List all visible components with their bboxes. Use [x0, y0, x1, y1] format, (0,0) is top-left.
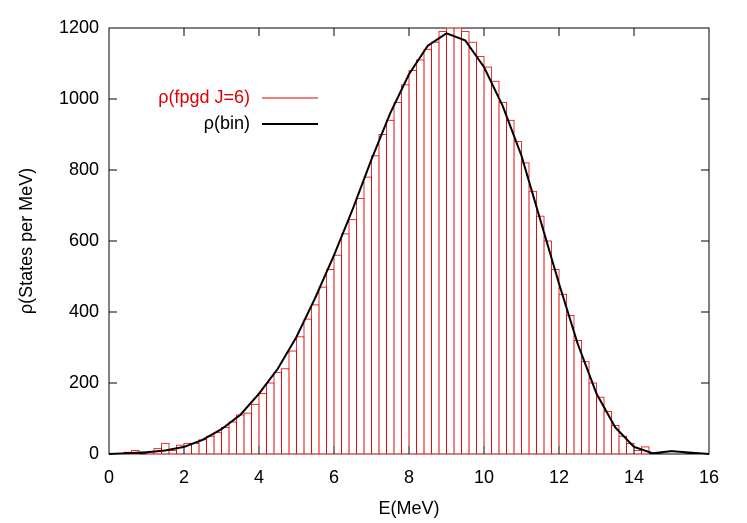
histogram-bar	[408, 70, 417, 455]
histogram-bar	[341, 233, 350, 455]
histogram-bar	[371, 155, 380, 455]
histogram-bar	[513, 141, 522, 455]
histogram-bar	[318, 286, 327, 455]
legend-label: ρ(bin)	[204, 113, 250, 133]
histogram-bar	[633, 450, 642, 455]
y-tick-label: 1000	[59, 88, 99, 108]
histogram-bar	[461, 31, 470, 455]
y-tick-label: 600	[69, 230, 99, 250]
histogram-bar	[416, 59, 425, 455]
x-tick-label: 0	[104, 467, 114, 487]
histogram-bar	[423, 48, 432, 455]
histogram-bar	[198, 439, 207, 455]
x-axis-label: E(MeV)	[378, 498, 439, 518]
histogram-bar	[303, 318, 312, 455]
y-tick-label: 1200	[59, 17, 99, 37]
histogram-bar	[296, 336, 305, 455]
histogram-bar	[281, 368, 290, 455]
histogram-bar	[476, 56, 485, 455]
histogram-bar	[213, 432, 222, 455]
x-tick-label: 12	[549, 467, 569, 487]
histogram-bar	[333, 254, 342, 455]
y-tick-label: 0	[89, 443, 99, 463]
y-axis-label: ρ(States per MeV)	[16, 168, 36, 314]
histogram-bar	[221, 426, 230, 455]
y-tick-label: 400	[69, 301, 99, 321]
histogram-bar	[566, 315, 575, 455]
histogram-bar	[551, 268, 560, 455]
y-tick-label: 200	[69, 372, 99, 392]
histogram-bar	[588, 382, 597, 455]
histogram-bar	[378, 134, 387, 455]
histogram-bar	[288, 350, 297, 455]
histogram-bar	[258, 393, 267, 455]
density-line	[108, 32, 710, 455]
histogram-bar	[401, 84, 410, 455]
histogram-bar	[386, 119, 395, 455]
histogram-bar	[206, 435, 215, 455]
histogram-bar	[431, 41, 440, 455]
x-tick-label: 10	[474, 467, 494, 487]
x-tick-label: 8	[404, 467, 414, 487]
x-tick-label: 16	[699, 467, 719, 487]
x-tick-label: 4	[254, 467, 264, 487]
histogram-bar	[363, 176, 372, 455]
histogram-bar	[191, 442, 200, 455]
histogram-bar	[506, 119, 515, 455]
histogram-bar	[326, 268, 335, 455]
histogram-bar	[453, 27, 462, 455]
histogram-bar	[236, 414, 245, 455]
histogram-bar	[491, 80, 500, 455]
histogram-bar	[273, 371, 282, 455]
histogram-bar	[228, 421, 237, 455]
histogram-bar	[521, 162, 530, 455]
histogram-bar	[348, 219, 357, 455]
histogram-bar	[311, 304, 320, 455]
legend-label: ρ(fpgd J=6)	[158, 87, 250, 107]
histogram-bar	[438, 31, 447, 455]
x-tick-label: 2	[179, 467, 189, 487]
histogram-bar	[446, 27, 455, 455]
histogram-bar	[251, 403, 260, 455]
histogram-bar	[543, 240, 552, 455]
histogram-bar	[356, 197, 365, 455]
histogram-bar	[536, 215, 545, 455]
histogram-bar	[581, 361, 590, 455]
histogram-bar	[161, 442, 170, 455]
histogram-bar	[498, 102, 507, 455]
x-tick-label: 14	[624, 467, 644, 487]
histogram-bar	[573, 339, 582, 455]
histogram-bar	[243, 412, 252, 455]
x-tick-label: 6	[329, 467, 339, 487]
histogram-bar	[168, 450, 177, 455]
histogram-bar	[468, 41, 477, 455]
histogram-bar	[528, 190, 537, 455]
histogram-bar	[266, 382, 275, 455]
histogram-bar	[483, 66, 492, 455]
histogram-bar	[558, 293, 567, 455]
histogram-bar	[393, 102, 402, 455]
y-tick-label: 800	[69, 159, 99, 179]
